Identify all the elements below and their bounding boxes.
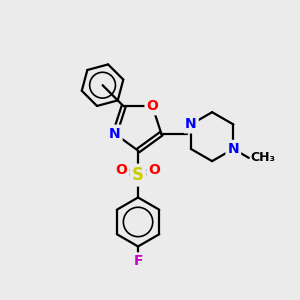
Text: N: N bbox=[109, 127, 121, 141]
Text: O: O bbox=[146, 99, 158, 113]
Text: N: N bbox=[185, 117, 197, 131]
Text: F: F bbox=[133, 254, 143, 268]
Text: O: O bbox=[148, 163, 160, 177]
Text: CH₃: CH₃ bbox=[250, 152, 275, 164]
Text: O: O bbox=[116, 163, 127, 177]
Text: N: N bbox=[227, 142, 239, 156]
Text: S: S bbox=[132, 166, 144, 184]
